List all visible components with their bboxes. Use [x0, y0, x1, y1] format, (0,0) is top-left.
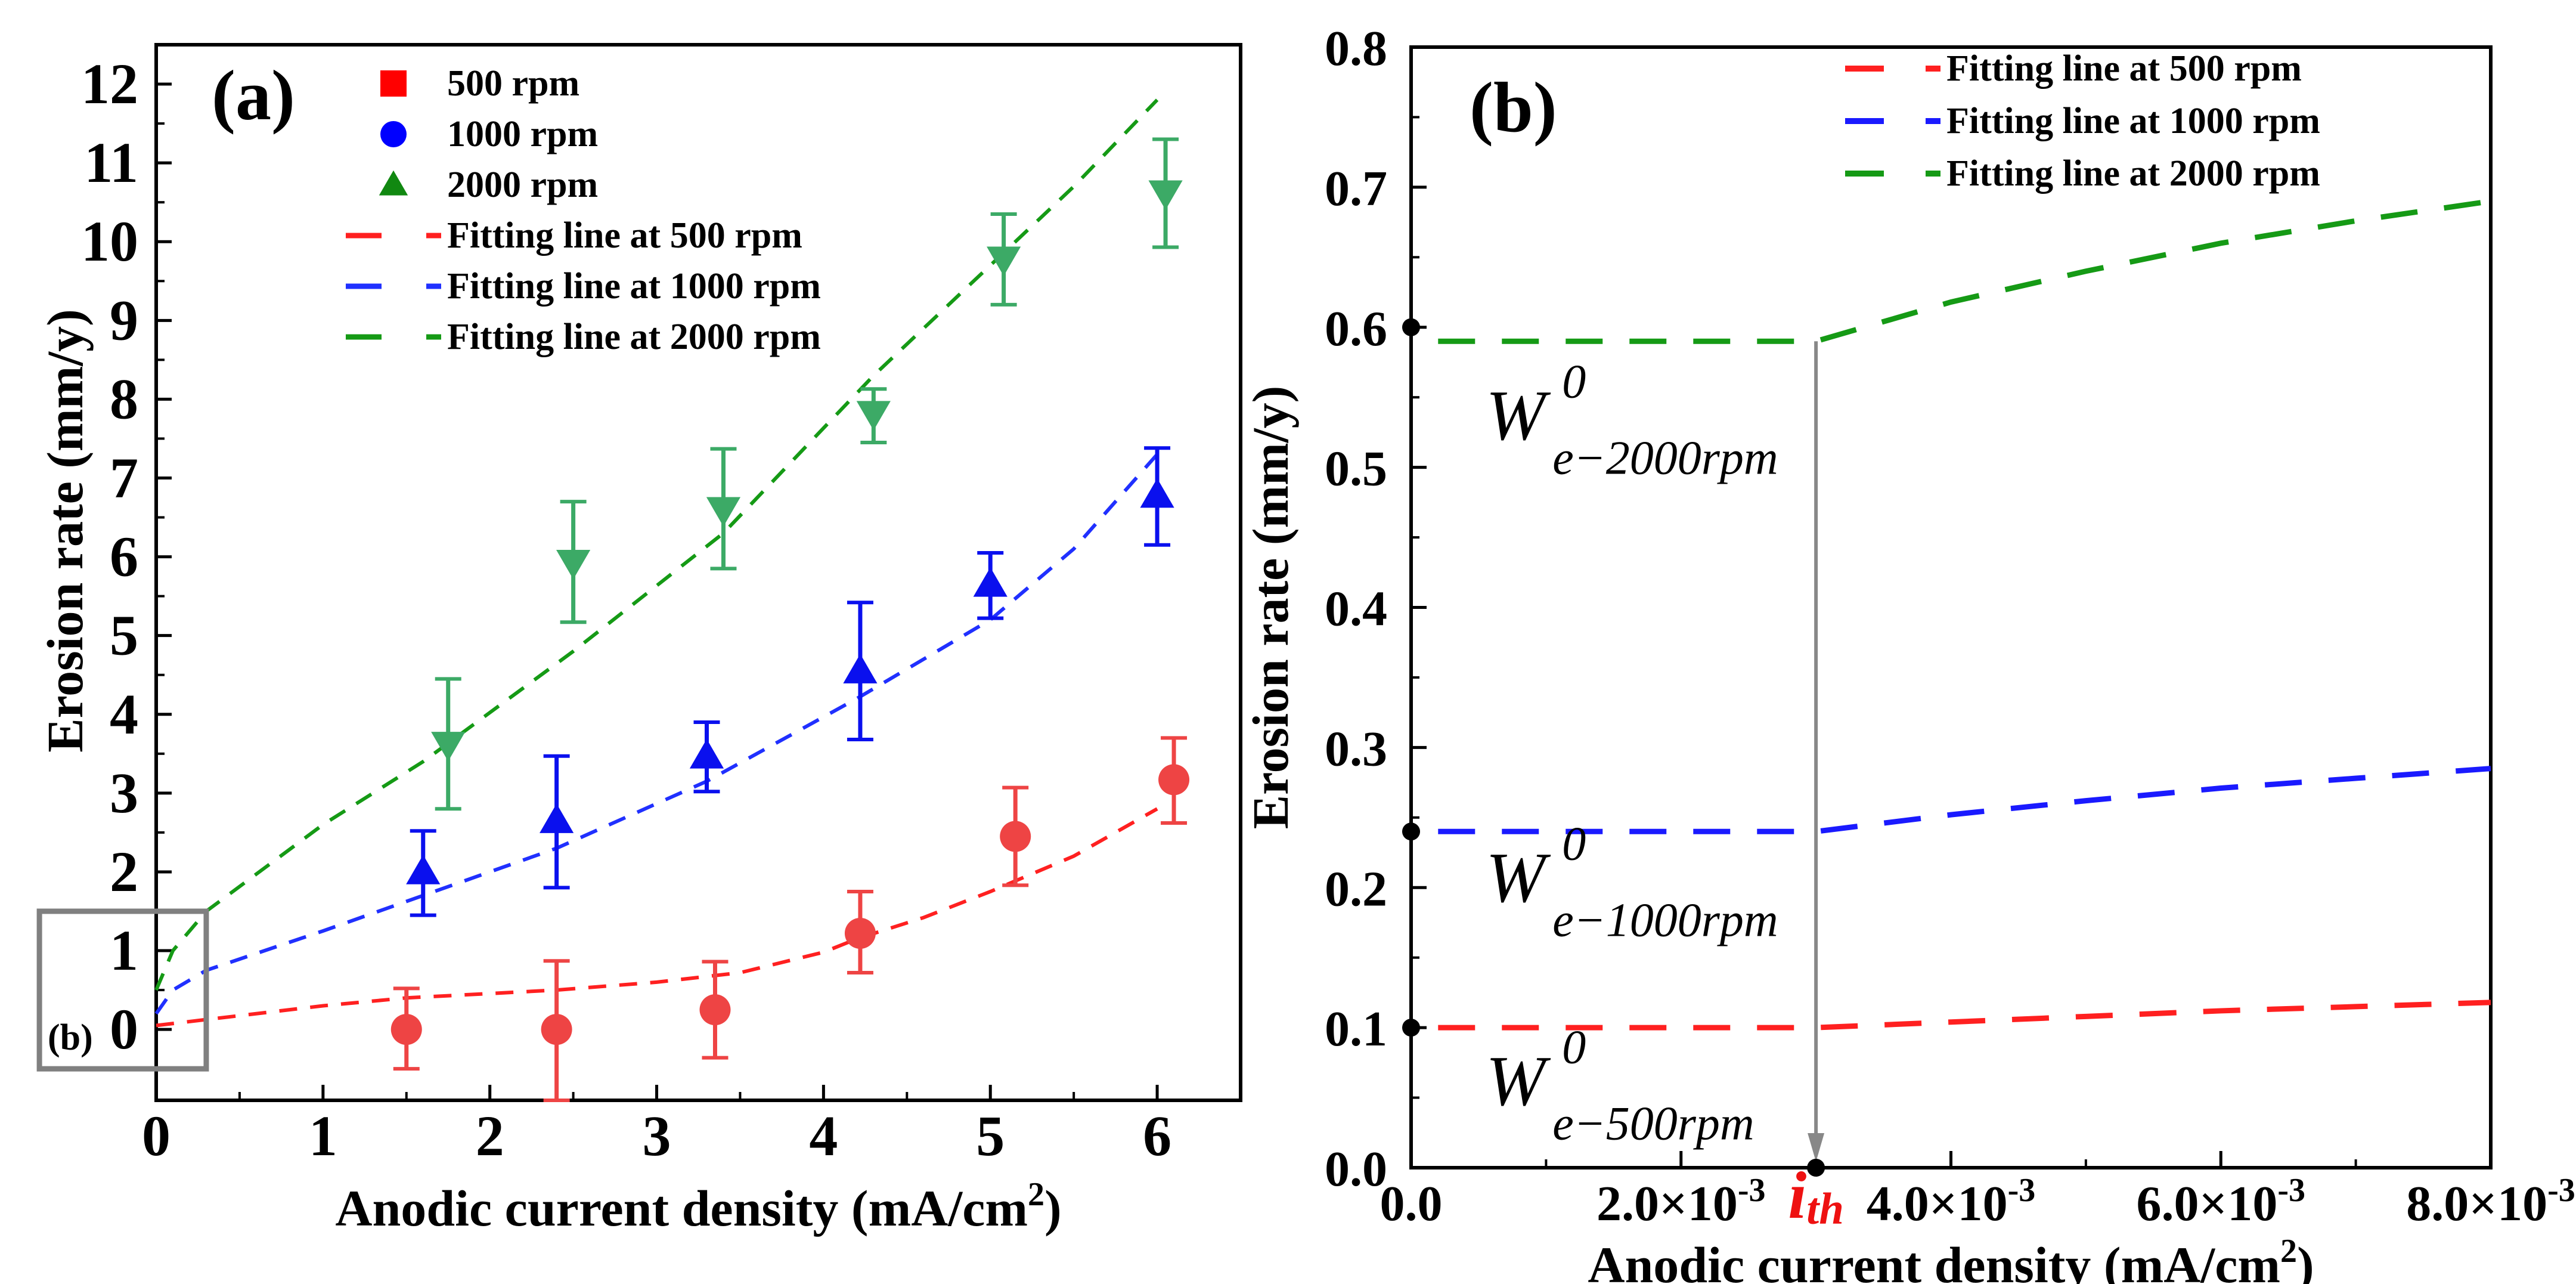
data-point-2000-rpm: [556, 550, 591, 580]
intercept-point: [1807, 1159, 1825, 1177]
y-axis-label: Erosion rate (mm/y): [36, 309, 94, 753]
legend-label: 1000 rpm: [447, 114, 598, 154]
panel-label: (b): [1470, 67, 1557, 147]
data-point-1000-rpm: [843, 654, 878, 683]
inset-box: [36, 908, 209, 1072]
x-tick-label: 3: [643, 1104, 671, 1168]
y-tick-label: 0.8: [1325, 21, 1387, 76]
y-tick-label: 12: [81, 52, 138, 116]
y-tick-label: 0.3: [1325, 721, 1387, 776]
data-point-2000-rpm: [431, 732, 466, 762]
data-point-2000-rpm: [856, 401, 891, 431]
y-tick-label: 5: [110, 604, 138, 667]
data-point-500-rpm: [844, 917, 876, 949]
intercept-point: [1402, 822, 1420, 841]
arrow-head-icon: [1808, 1133, 1825, 1162]
y-axis-label: Erosion rate (mm/y): [1242, 386, 1299, 830]
legend-marker: [380, 70, 407, 97]
data-point-2000-rpm: [706, 497, 741, 527]
legend-marker: [379, 170, 408, 196]
legend-marker: [380, 121, 407, 147]
y-tick-label: 1: [110, 918, 138, 982]
annotation-w: W: [1486, 1041, 1551, 1120]
x-tick-label: 6.0×10-3: [2136, 1172, 2305, 1232]
fit-line-2: [1438, 198, 2491, 344]
y-tick-label: 0.7: [1325, 161, 1387, 216]
y-tick-label: 0.0: [1325, 1141, 1387, 1197]
legend-label: 500 rpm: [447, 63, 579, 104]
fit-line-2: [154, 98, 1159, 991]
legend-label: Fitting line at 500 rpm: [1946, 48, 2302, 89]
y-tick-label: 0.4: [1325, 581, 1387, 637]
data-point-500-rpm: [1158, 764, 1190, 796]
x-tick-label: 6: [1143, 1104, 1171, 1168]
annotation-w: W: [1486, 376, 1551, 455]
y-tick-label: 8: [110, 367, 138, 431]
intercept-point: [1402, 1019, 1420, 1037]
panel-b: 0.0 2.0×10-3 4.0×10-3 6.0×10-3 8.0×10-3 0.0 0.…: [1242, 21, 2575, 1284]
y-tick-label: 9: [110, 288, 138, 352]
legend-label: Fitting line at 2000 rpm: [1946, 153, 2320, 194]
x-tick-label: 4.0×10-3: [1867, 1172, 2036, 1232]
data-point-1000-rpm: [406, 855, 441, 884]
x-tick-label: 4: [809, 1104, 838, 1168]
annotation-sub: e−2000rpm: [1552, 432, 1778, 485]
data-point-1000-rpm: [1140, 478, 1174, 508]
annotation-w: W: [1486, 838, 1551, 917]
x-tick-label: 8.0×10-3: [2406, 1172, 2575, 1232]
legend-label: Fitting line at 500 rpm: [447, 215, 802, 256]
data-point-500-rpm: [390, 1014, 422, 1045]
annotation-sub: e−1000rpm: [1552, 895, 1778, 947]
y-tick-label: 7: [110, 445, 138, 509]
y-tick-label: 6: [110, 525, 138, 589]
y-tick-label: 4: [110, 682, 138, 746]
y-tick-label: 11: [84, 131, 138, 194]
annotation-sup: 0: [1562, 1021, 1586, 1073]
legend-label: Fitting line at 2000 rpm: [447, 317, 821, 357]
data-point-500-rpm: [699, 994, 731, 1026]
y-tick-label: 10: [81, 209, 138, 273]
data-point-1000-rpm: [973, 567, 1008, 597]
data-point-2000-rpm: [987, 246, 1021, 276]
data-point-500-rpm: [1000, 821, 1031, 852]
x-axis-label: Anodic current density (mA/cm2): [335, 1176, 1061, 1237]
y-tick-label: 0.6: [1325, 301, 1387, 357]
plot-frame: [154, 43, 1242, 1102]
inset-label: (b): [48, 1017, 93, 1058]
annotation-sup: 0: [1562, 818, 1586, 871]
data-point-2000-rpm: [1148, 180, 1183, 210]
legend-label: Fitting line at 1000 rpm: [1946, 101, 2320, 141]
x-tick-label: 2.0×10-3: [1597, 1172, 1766, 1232]
ith-label: ith: [1788, 1159, 1844, 1234]
y-tick-label: 2: [110, 840, 138, 904]
data-point-1000-rpm: [540, 803, 574, 833]
plot-frame: [1409, 45, 2493, 1169]
y-tick-label: 0.2: [1325, 861, 1387, 917]
x-tick-label: 1: [309, 1104, 337, 1168]
y-tick-label: 0.5: [1325, 441, 1387, 497]
fit-line-0: [156, 807, 1158, 1028]
legend-label: 2000 rpm: [447, 165, 598, 205]
y-tick-label: 0: [110, 997, 138, 1061]
y-tick-label: 3: [110, 761, 138, 825]
data-point-500-rpm: [541, 1014, 572, 1045]
x-tick-label: 0.0: [1380, 1176, 1443, 1232]
fit-line-1: [154, 453, 1159, 1015]
legend-label: Fitting line at 1000 rpm: [447, 266, 821, 307]
data-point-1000-rpm: [689, 739, 724, 769]
x-axis-label: Anodic current density (mA/cm2): [1588, 1233, 2314, 1284]
annotation-sub: e−500rpm: [1552, 1097, 1754, 1150]
panel-label: (a): [212, 55, 295, 135]
y-tick-label: 0.1: [1325, 1001, 1387, 1057]
x-tick-label: 2: [476, 1104, 504, 1168]
annotation-sup: 0: [1562, 356, 1586, 409]
x-tick-label: 0: [142, 1104, 171, 1168]
fit-line-1: [1438, 766, 2491, 834]
fit-line-0: [1438, 1000, 2491, 1031]
x-tick-label: 5: [976, 1104, 1005, 1168]
intercept-point: [1402, 318, 1420, 336]
